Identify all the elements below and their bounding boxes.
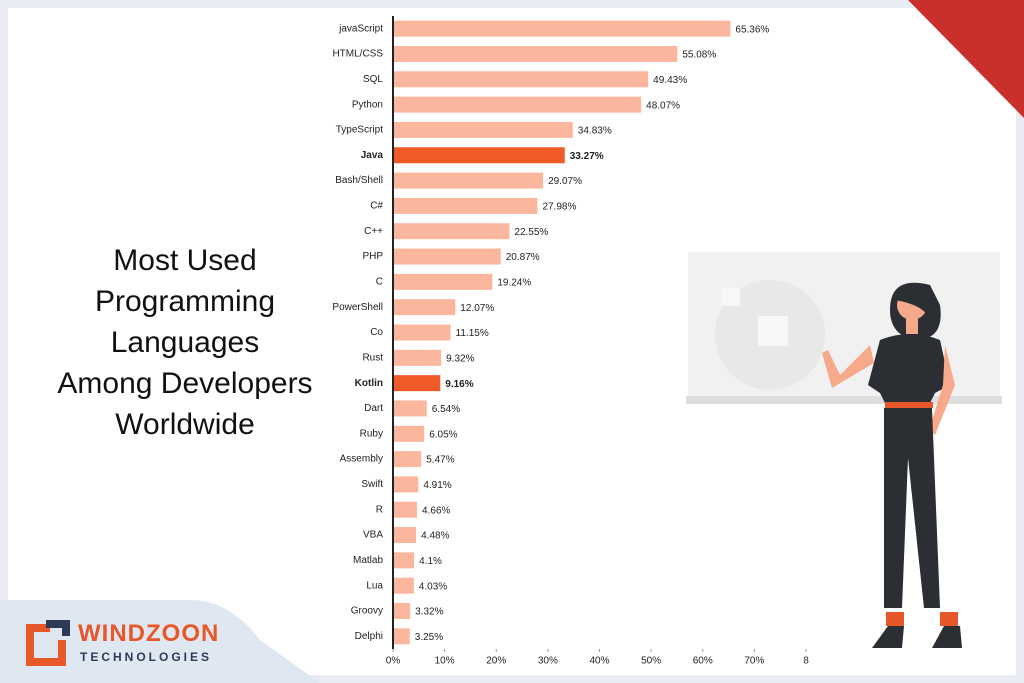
bar [393, 400, 427, 417]
x-tick-label: 20% [486, 656, 506, 667]
bar [393, 121, 573, 138]
bar [393, 349, 442, 366]
value-label: 11.15% [456, 328, 489, 339]
bar [393, 577, 414, 594]
title-line: Languages [110, 326, 260, 359]
logo-tagline: TECHNOLOGIES [80, 650, 213, 664]
value-label: 9.32% [446, 353, 474, 364]
value-label: 12.07% [460, 303, 494, 314]
value-label: 4.1% [419, 556, 442, 567]
value-label: 4.48% [421, 531, 449, 542]
value-label: 6.05% [429, 429, 457, 440]
bar [393, 501, 418, 518]
bar [393, 20, 731, 37]
bar [393, 552, 415, 569]
bar [393, 147, 565, 164]
value-label: 65.36% [735, 24, 769, 35]
category-label: C# [370, 201, 383, 212]
category-label: Matlab [353, 555, 383, 566]
value-label: 6.54% [432, 404, 460, 415]
category-label: Kotlin [355, 378, 383, 389]
bar [393, 197, 538, 214]
category-label: Ruby [360, 428, 383, 439]
value-label: 20.87% [506, 252, 540, 263]
title-line: Most Used [113, 244, 257, 277]
category-label: VBA [363, 530, 383, 541]
category-label: Swift [361, 479, 383, 490]
x-tick-label: 0% [386, 656, 401, 667]
value-label: 3.32% [415, 607, 443, 618]
logo-name: WINDZOON [78, 620, 220, 647]
category-label: C++ [364, 226, 383, 237]
bar [393, 172, 544, 189]
value-label: 9.16% [445, 379, 473, 390]
category-label: Rust [362, 352, 383, 363]
category-label: C [376, 277, 383, 288]
bar [393, 223, 510, 240]
category-label: Python [352, 99, 383, 110]
bar [393, 527, 417, 544]
value-label: 48.07% [646, 100, 680, 111]
value-label: 5.47% [426, 455, 454, 466]
category-label: Bash/Shell [335, 175, 383, 186]
value-label: 19.24% [497, 278, 531, 289]
logo-mark [26, 620, 70, 666]
category-label: Groovy [351, 606, 383, 617]
category-label: Lua [366, 580, 383, 591]
bar [393, 603, 411, 620]
bar [393, 273, 493, 290]
bar [393, 71, 649, 88]
x-tick-label: 70% [744, 656, 764, 667]
value-label: 29.07% [548, 176, 582, 187]
x-tick-label: 60% [693, 656, 713, 667]
category-label: R [376, 504, 383, 515]
value-label: 4.66% [422, 505, 450, 516]
value-label: 33.27% [570, 151, 604, 162]
value-label: 3.25% [415, 632, 443, 643]
value-label: 49.43% [653, 75, 687, 86]
category-label: Co [370, 327, 383, 338]
x-tick-label: 10% [435, 656, 455, 667]
title-line: Worldwide [115, 408, 255, 441]
bar [393, 45, 678, 62]
x-tick-label: 8 [803, 656, 809, 667]
value-label: 34.83% [578, 126, 612, 137]
bar [393, 248, 501, 265]
value-label: 22.55% [514, 227, 548, 238]
category-label: javaScript [338, 23, 383, 34]
category-label: Delphi [355, 631, 383, 642]
bar [393, 628, 410, 645]
corner-accent [908, 0, 1024, 118]
title-line: Programming [94, 285, 276, 318]
category-label: TypeScript [336, 125, 383, 136]
x-tick-label: 40% [589, 656, 609, 667]
category-label: Assembly [340, 454, 383, 465]
bar [393, 476, 419, 493]
bar [393, 324, 451, 341]
value-label: 27.98% [542, 202, 576, 213]
value-label: 4.91% [423, 480, 451, 491]
title-line: Among Developers [57, 367, 313, 400]
x-tick-label: 30% [538, 656, 558, 667]
category-label: HTML/CSS [332, 49, 383, 60]
value-label: 55.08% [682, 50, 716, 61]
bar [393, 299, 456, 316]
illustration [686, 252, 1002, 648]
category-label: PowerShell [332, 302, 383, 313]
category-label: SQL [363, 74, 383, 85]
value-label: 4.03% [419, 581, 447, 592]
x-tick-label: 50% [641, 656, 661, 667]
bar [393, 375, 441, 392]
category-label: Java [361, 150, 384, 161]
title: Most Used Programming Languages Among Devel… [30, 240, 340, 445]
bar [393, 451, 422, 468]
logo-backdrop [0, 600, 320, 683]
category-label: PHP [362, 251, 383, 262]
bar [393, 425, 425, 442]
bar [393, 96, 642, 113]
category-label: Dart [364, 403, 383, 414]
